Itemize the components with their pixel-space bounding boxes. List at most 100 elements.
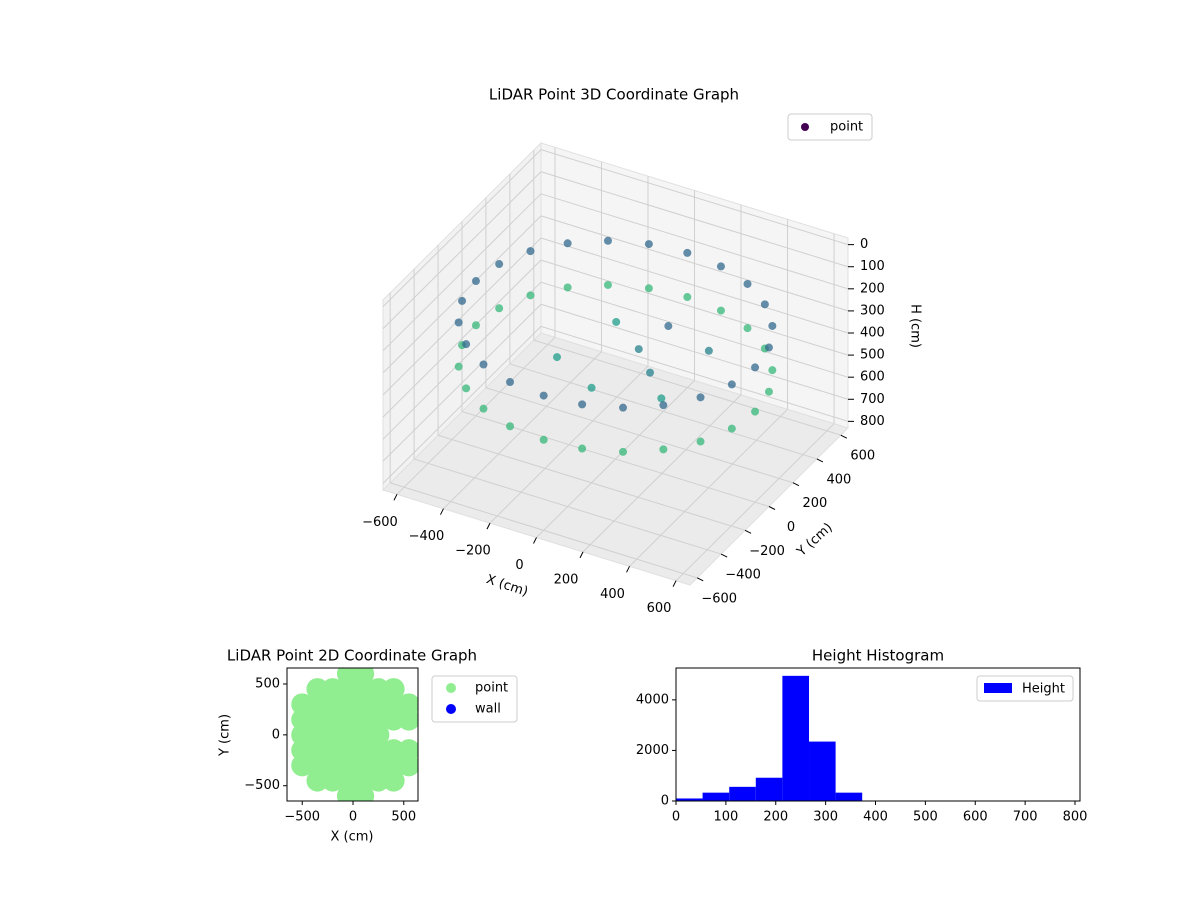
- grid-line: [533, 339, 841, 436]
- tick-mark: [393, 494, 398, 501]
- point: [367, 708, 390, 731]
- x-tick-label: 0: [349, 810, 357, 825]
- grid-line: [540, 149, 849, 246]
- point: [727, 424, 736, 433]
- point: [291, 693, 314, 716]
- point: [696, 393, 705, 402]
- chart-title: LiDAR Point 2D Coordinate Graph: [227, 647, 477, 665]
- tick-mark: [744, 529, 752, 534]
- point: [539, 435, 548, 444]
- y-tick-label: 200: [803, 496, 828, 511]
- tick-mark: [486, 522, 491, 530]
- point: [306, 754, 329, 777]
- grid-line: [540, 215, 849, 312]
- y-tick-label: −500: [244, 778, 280, 793]
- tick-mark: [840, 434, 848, 439]
- z-axis-label: H (cm): [908, 304, 923, 348]
- point: [306, 678, 329, 701]
- point: [760, 300, 769, 309]
- point: [462, 340, 471, 349]
- point: [321, 693, 344, 716]
- tick-mark: [768, 506, 776, 510]
- y-tick-label: 400: [826, 472, 851, 487]
- z-tick-label: 300: [860, 303, 885, 318]
- x-tick-label: −400: [409, 529, 445, 544]
- point: [578, 444, 587, 453]
- point: [352, 708, 375, 731]
- point: [716, 306, 725, 315]
- z-tick-label: 0: [860, 237, 868, 252]
- tick-mark: [533, 537, 537, 544]
- tick-mark: [720, 553, 728, 558]
- point: [321, 769, 344, 792]
- grid-line: [437, 434, 746, 531]
- legend-box: [976, 675, 1074, 702]
- point: [704, 346, 713, 355]
- x-tick-label: 500: [913, 810, 938, 825]
- x-tick-label: 300: [813, 810, 838, 825]
- point: [539, 391, 548, 400]
- tick-mark: [696, 577, 704, 582]
- point: [644, 284, 653, 293]
- y-tick-label: −600: [701, 591, 737, 606]
- point: [382, 739, 405, 762]
- grid-line: [382, 237, 542, 396]
- point: [526, 291, 535, 300]
- point: [743, 324, 752, 333]
- point: [336, 678, 359, 701]
- legend-label: wall: [475, 702, 501, 717]
- grid-line: [540, 259, 849, 356]
- y-axis-label: Y (cm): [218, 714, 233, 757]
- legend-marker: [801, 123, 809, 131]
- point: [352, 739, 375, 762]
- legend-box: [787, 113, 873, 141]
- x-tick-label: 200: [763, 810, 788, 825]
- point: [336, 723, 359, 746]
- point: [367, 769, 390, 792]
- point: [764, 343, 773, 352]
- tick-mark: [440, 508, 444, 515]
- tick-mark: [579, 551, 584, 559]
- y-tick-label: 600: [850, 449, 875, 464]
- point: [458, 296, 467, 305]
- x-axis-label: X (cm): [331, 830, 374, 845]
- bar: [755, 777, 783, 801]
- point: [716, 262, 725, 271]
- point: [321, 723, 344, 746]
- point: [603, 236, 612, 245]
- point: [454, 318, 463, 327]
- grid-line: [413, 458, 722, 555]
- point: [644, 240, 653, 249]
- point: [321, 754, 344, 777]
- point: [683, 248, 692, 257]
- point: [306, 739, 329, 762]
- point: [657, 394, 666, 403]
- x-tick-label: 500: [391, 810, 416, 825]
- point: [321, 708, 344, 731]
- x-tick-label: 600: [647, 601, 672, 616]
- tick-mark: [672, 580, 677, 587]
- x-tick-label: 0: [672, 810, 680, 825]
- axes-frame: [675, 667, 1081, 802]
- point: [619, 447, 628, 456]
- x-tick-label: 800: [1063, 810, 1088, 825]
- tick-mark: [626, 566, 630, 573]
- grid-line: [540, 325, 849, 422]
- point: [382, 754, 405, 777]
- point: [321, 739, 344, 762]
- grid-line: [382, 259, 542, 418]
- point: [751, 407, 760, 416]
- grid-line: [509, 363, 818, 460]
- z-tick-label: 500: [860, 348, 885, 363]
- point: [495, 304, 504, 313]
- point: [336, 739, 359, 762]
- x-tick-label: −500: [284, 810, 320, 825]
- z-tick-label: 100: [860, 259, 885, 274]
- point: [291, 754, 314, 777]
- z-tick-label: 700: [860, 392, 885, 407]
- point: [683, 293, 692, 302]
- grid-line: [382, 303, 542, 462]
- bar: [809, 741, 836, 801]
- grid-line: [540, 281, 849, 378]
- legend-label: point: [830, 120, 863, 135]
